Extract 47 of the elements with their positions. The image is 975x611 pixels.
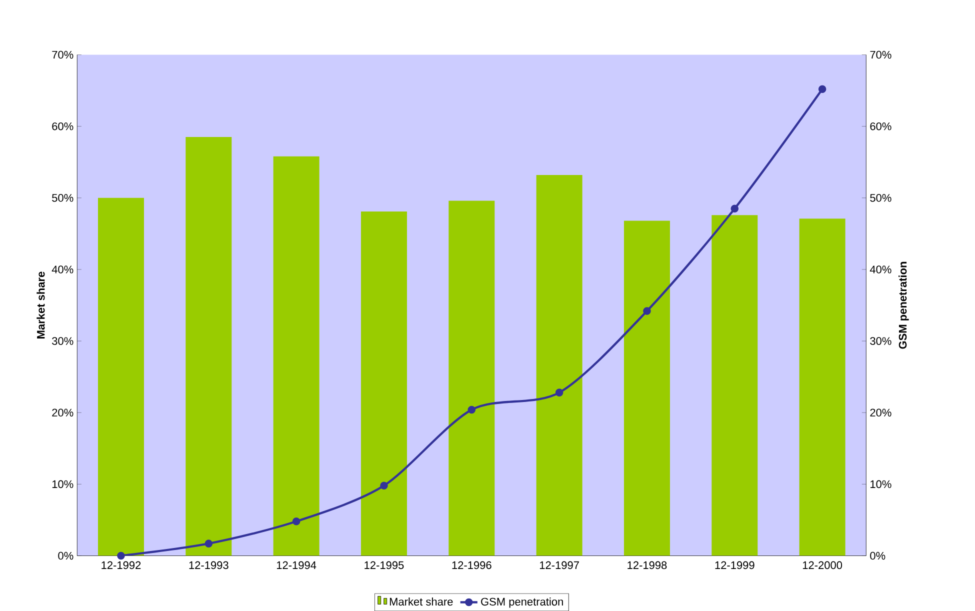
bar	[360, 211, 407, 556]
point	[117, 552, 125, 560]
y2-tick-label: 50%	[870, 194, 892, 202]
point	[643, 306, 651, 315]
y2-axis-title: GSM penetration	[898, 262, 909, 349]
point	[730, 204, 739, 212]
bar	[712, 214, 758, 556]
y-tick-label: 0%	[58, 552, 74, 560]
bar	[624, 220, 670, 556]
x-tick-label: 12-1996	[452, 561, 492, 569]
x-tick-label: 12-1993	[189, 561, 228, 569]
y-tick-label: 30%	[52, 337, 74, 345]
x-tick-label: 12-1999	[715, 561, 754, 569]
y2-tick-label: 20%	[870, 408, 892, 416]
x-tick-label: 12-1992	[102, 561, 141, 569]
point	[204, 540, 213, 548]
y-tick-label: 70%	[52, 50, 74, 59]
y-tick-label: 60%	[52, 122, 74, 130]
x-tick-label: 12-1995	[364, 561, 404, 569]
x-tick-label: 12-1997	[540, 561, 579, 569]
legend-label: GSM penetration	[481, 597, 563, 608]
point	[555, 388, 564, 396]
point	[468, 406, 476, 414]
bar	[448, 200, 495, 556]
bar	[273, 156, 320, 556]
bar	[98, 198, 144, 556]
point	[292, 517, 300, 526]
y-axis-title: Market share	[36, 272, 45, 338]
y2-tick-label: 10%	[870, 480, 892, 488]
point	[380, 482, 388, 490]
x-tick-label: 12-1998	[628, 561, 667, 569]
y-tick-label: 20%	[52, 408, 74, 416]
y2-tick-label: 0%	[870, 552, 886, 560]
y-tick-label: 50%	[52, 194, 74, 202]
bar	[799, 218, 846, 556]
y2-tick-label: 40%	[870, 265, 892, 274]
x-tick-label: 12-2000	[802, 561, 842, 569]
bar	[536, 174, 582, 556]
y2-tick-label: 30%	[870, 337, 892, 345]
x-tick-label: 12-1994	[276, 561, 316, 569]
y2-tick-label: 60%	[870, 122, 892, 130]
point	[818, 85, 826, 93]
y-tick-label: 40%	[52, 265, 74, 274]
y-tick-label: 10%	[52, 480, 74, 488]
y2-tick-label: 70%	[870, 50, 892, 59]
legend-label: Market share	[390, 597, 453, 606]
bar	[186, 136, 232, 556]
